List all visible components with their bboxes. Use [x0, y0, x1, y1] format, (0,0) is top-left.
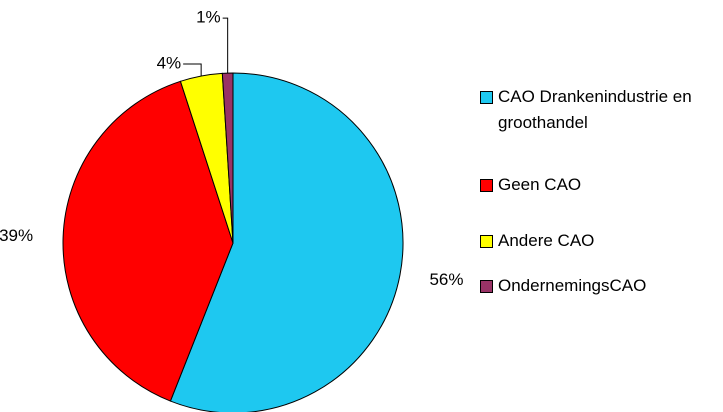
legend-label: CAO Drankenindustrie en groothandel — [498, 87, 692, 132]
pie-slice — [221, 72, 234, 244]
data-label: 4% — [157, 53, 182, 72]
legend-swatch — [480, 91, 493, 104]
legend-swatch — [480, 235, 493, 248]
data-label: 56% — [429, 270, 463, 289]
legend-entry: Andere CAO — [480, 228, 720, 254]
data-label: 39% — [0, 226, 33, 245]
legend-swatch — [480, 280, 493, 293]
legend-swatch — [480, 179, 493, 192]
leader-line — [222, 17, 229, 74]
pie-slice — [62, 80, 234, 402]
legend-label: Geen CAO — [498, 175, 582, 194]
legend-entry: Geen CAO — [480, 172, 720, 198]
legend-label: Andere CAO — [498, 231, 595, 250]
legend-entry: OndernemingsCAO — [480, 273, 720, 299]
data-label: 1% — [196, 8, 221, 27]
leader-line — [183, 63, 202, 77]
legend-label: OndernemingsCAO — [498, 276, 647, 295]
legend-entry: CAO Drankenindustrie en groothandel — [480, 84, 720, 136]
